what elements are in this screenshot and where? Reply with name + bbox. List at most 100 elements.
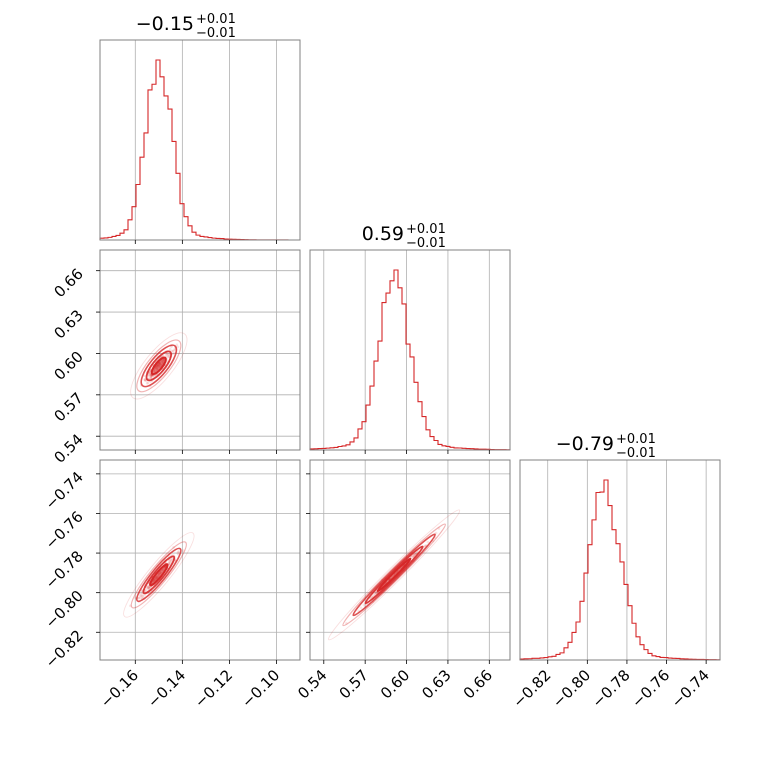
sample-point [373,592,377,595]
sample-point [147,374,151,378]
sample-point [172,348,176,352]
contour-4 [149,563,169,587]
y-tick-label: −0.80 [42,587,87,632]
contour-3 [142,555,176,595]
sample-point [149,374,153,377]
y-tick-label: 0.57 [50,389,86,425]
x-tick-label: −0.82 [509,666,554,711]
y-tick-label: −0.74 [42,468,87,513]
contour-0 [123,532,195,618]
sample-point [147,586,150,590]
sample-point [147,585,151,589]
histogram-1 [309,269,511,451]
sample-point [151,374,154,378]
sample-point [143,593,146,597]
x-tick-label: 0.54 [294,666,330,702]
sample-point [168,560,172,563]
sample-point [150,374,154,378]
x-tick-label: −0.76 [628,666,673,711]
sample-point [345,621,348,625]
sample-point [143,378,146,382]
sample-point [145,381,149,385]
x-tick-label: 0.57 [336,666,372,702]
sample-point [137,596,140,600]
panel-diag-0 [99,39,301,241]
sample-point [175,343,179,346]
panel-2d-0-2 [99,459,301,661]
y-tick-label: 0.60 [50,348,86,384]
x-tick-label: 0.63 [418,666,454,702]
x-tick-label: −0.74 [668,666,713,711]
sample-point [426,540,430,544]
sample-point [145,587,149,590]
sample-point [176,345,180,349]
contour-2 [140,344,178,388]
sample-point [170,557,173,561]
sample-point [413,553,416,557]
histogram-0 [99,59,301,241]
sample-point [139,594,143,597]
sample-point [140,593,144,596]
sample-point [150,374,153,377]
contour-4 [376,557,412,593]
sample-point [144,379,147,383]
sample-point [166,354,170,357]
sample-point [139,597,143,600]
sample-point [147,585,151,589]
y-tick-label: 0.63 [50,306,86,342]
sample-point [148,373,152,376]
sample-point [147,584,150,588]
sample-point [149,374,153,378]
sample-point [172,351,176,355]
panel-diag-1 [309,249,511,451]
sample-point [359,606,363,609]
sample-point [412,554,415,557]
contour-2 [136,547,182,603]
panel-title-plus-2: +0.01 [616,432,656,447]
histogram-2 [519,479,721,661]
panel-2d-1-2 [309,459,511,661]
sample-point [415,551,418,555]
x-tick-label: −0.10 [238,666,283,711]
sample-point [138,595,142,598]
sample-point [147,587,151,590]
sample-point [434,531,438,535]
sample-point [148,372,151,376]
sample-point [371,595,374,598]
panel-2d-0-1 [99,249,301,451]
y-tick-label: 0.66 [50,265,86,301]
sample-point [165,352,169,356]
contour-4 [150,356,167,376]
sample-point [167,355,171,359]
x-tick-label: 0.60 [377,666,413,702]
sample-point [169,559,173,563]
sample-point [166,355,170,358]
sample-point [169,558,173,562]
sample-point [143,378,147,382]
sample-point [143,374,146,378]
sample-point [374,591,378,594]
x-tick-label: −0.78 [589,666,634,711]
sample-point [167,353,171,356]
sample-point [168,559,171,563]
sample-point [182,549,185,552]
contour-0 [328,509,461,641]
panel-title-minus-2: −0.01 [616,446,656,461]
panel-title-plus-1: +0.01 [406,222,446,237]
panel-diag-2 [519,459,721,661]
sample-point [168,347,172,351]
sample-point [143,378,147,381]
sample-point [167,561,171,565]
contour-1 [342,523,446,627]
sample-point [362,603,366,607]
panel-title-value-0: −0.15 [136,13,194,35]
contour-3 [145,350,173,382]
panel-title-minus-0: −0.01 [196,26,236,41]
sample-point [167,562,171,565]
sample-point [141,595,145,598]
sample-point [147,586,150,590]
y-tick-label: −0.82 [42,626,87,671]
sample-point [129,604,132,608]
contour-0 [130,332,188,400]
